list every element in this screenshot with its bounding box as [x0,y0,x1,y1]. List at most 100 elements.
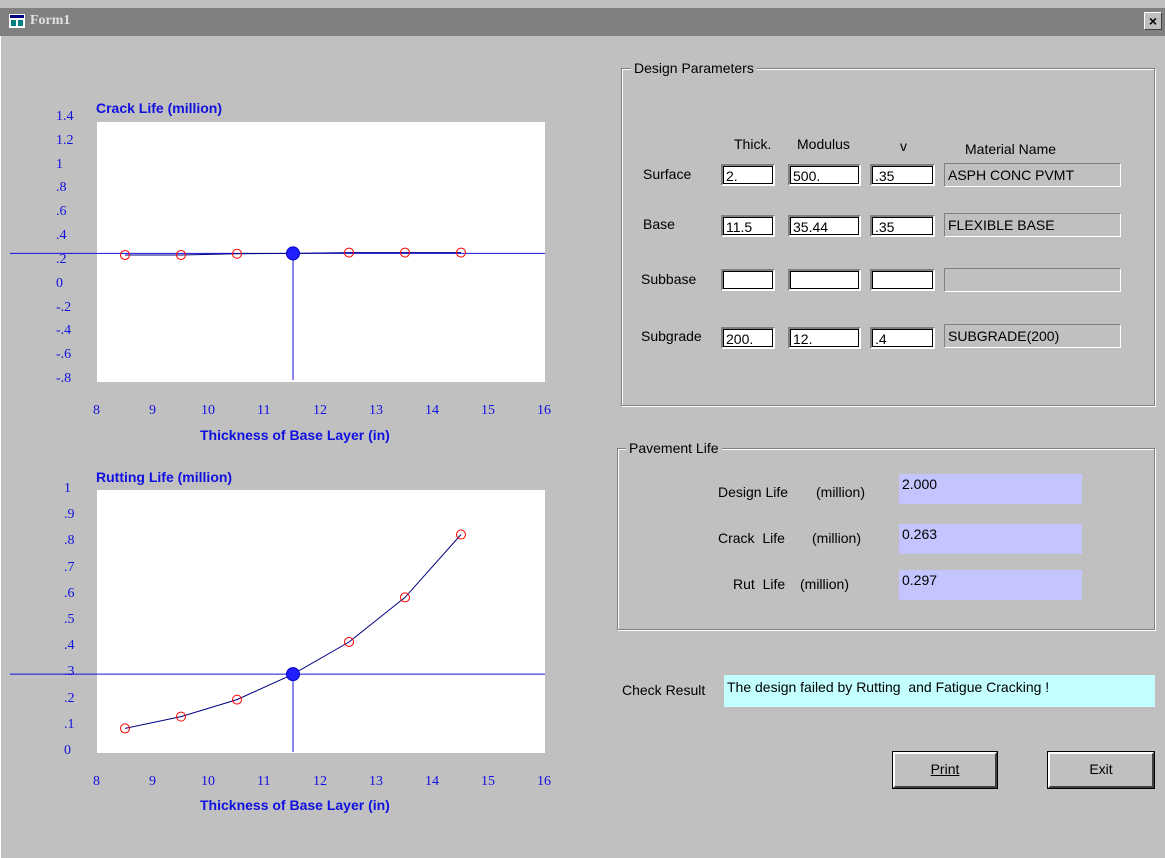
rut-chart-data-point [344,636,354,647]
rut-chart-x-tick: 16 [537,774,551,789]
design-parameters-group [621,68,1155,406]
crack-chart-data-point [400,247,410,258]
rut-chart-x-tick: 11 [257,774,271,789]
crack-chart-x-tick: 16 [537,403,551,418]
rut-chart-y-tick: .1 [64,716,75,732]
header-material-name: Material Name [965,141,1057,157]
rut-chart-data-point [456,529,466,540]
rut-chart-x-label: Thickness of Base Layer (in) [200,797,390,813]
surface-v-input[interactable]: .35 [870,164,935,186]
crack-chart-x-label: Thickness of Base Layer (in) [200,427,390,443]
crack-chart-data-point [232,248,242,259]
row-label-base: Base [643,216,675,232]
design-parameters-legend: Design Parameters [631,60,757,76]
crack-chart-data-point [456,247,466,258]
subgrade-material-name: SUBGRADE(200) [944,324,1121,348]
rut-life-label: Rut Life [733,576,786,592]
subbase-thick-input[interactable] [721,269,775,291]
exit-button-label: Exit [1089,761,1113,777]
subgrade-modulus-input[interactable]: 12. [788,327,861,349]
pavement-life-group [617,448,1155,630]
row-label-subbase: Subbase [641,271,697,287]
base-modulus-input[interactable]: 35.44 [788,215,861,237]
crack-chart-design-point [286,246,300,261]
pavement-life-legend: Pavement Life [626,440,722,456]
crack-chart-x-tick: 11 [257,403,271,418]
crack-chart-x-tick: 13 [369,403,383,418]
subgrade-v-input[interactable]: .4 [870,327,935,349]
rut-chart-y-tick: .7 [64,559,75,575]
surface-material-name: ASPH CONC PVMT [944,163,1121,187]
window-frame [0,36,7,858]
crack-chart-y-tick: 1 [56,156,63,172]
rut-chart-y-tick: .5 [64,612,75,627]
close-icon: × [1148,13,1158,29]
header-modulus: Modulus [797,136,850,152]
rut-chart-data-point [400,592,410,603]
crack-chart-x-tick: 12 [313,403,327,418]
rut-life-unit: (million) [800,576,849,592]
rut-chart-data-point [232,694,242,705]
rut-chart-x-tick: 12 [313,774,327,789]
row-label-surface: Surface [643,166,692,182]
rut-chart-x-tick: 14 [425,774,439,789]
rut-chart-y-tick: .4 [64,638,75,654]
check-result-label: Check Result [622,682,706,698]
close-button[interactable]: × [1144,12,1162,30]
rut-life-value: 0.297 [899,570,1082,600]
rut-chart-y-tick: 1 [64,481,71,496]
crack-life-unit: (million) [812,530,861,546]
crack-chart-data-point [344,247,354,258]
crack-chart-x-tick: 9 [149,403,156,418]
crack-chart-x-tick: 14 [425,403,439,418]
row-label-subgrade: Subgrade [641,328,702,344]
crack-chart-y-tick: -.8 [56,371,72,386]
rut-chart-design-point [286,667,300,682]
surface-modulus-input[interactable]: 500. [788,164,861,186]
rut-chart-y-tick: .9 [64,507,75,523]
rut-chart-x-tick: 9 [149,774,156,789]
rut-chart-x-tick: 15 [481,774,495,789]
crack-chart-y-tick: .2 [56,251,67,267]
print-button[interactable]: Print [892,751,998,789]
base-material-name: FLEXIBLE BASE [944,213,1121,237]
rut-chart-data-point [120,723,130,734]
subbase-v-input[interactable] [870,269,935,291]
rut-chart-panel [97,490,545,753]
rut-chart-x-tick: 8 [93,774,100,789]
design-life-value: 2.000 [899,474,1082,504]
crack-chart-y-tick: .4 [56,228,67,244]
print-button-label: Print [930,761,960,777]
base-thick-input[interactable]: 11.5 [721,215,775,237]
base-v-input[interactable]: .35 [870,215,935,237]
rut-chart-y-tick: .3 [64,664,75,680]
crack-chart-y-tick: 1.2 [56,132,74,148]
subgrade-thick-input[interactable]: 200. [721,327,775,349]
rut-chart-y-tick: .8 [64,533,75,549]
design-life-unit: (million) [816,484,865,500]
crack-chart-data-point [176,249,186,260]
rut-chart-data-point [176,711,186,722]
form-icon [9,14,25,28]
crack-chart-y-tick: -.4 [56,323,72,339]
title-bar: Form1 × [0,8,1165,36]
rut-chart-y-tick: 0 [64,743,71,758]
crack-chart-x-tick: 15 [481,403,495,418]
crack-chart-y-tick: 0 [56,275,63,291]
design-life-label: Design Life [718,484,789,500]
crack-chart-data-point [120,249,130,260]
subbase-material-name [944,268,1121,292]
crack-chart-x-tick: 10 [201,403,215,418]
exit-button[interactable]: Exit [1047,751,1155,789]
rut-chart-title: Rutting Life (million) [96,469,233,485]
crack-chart-y-tick: 1.4 [56,109,74,124]
window-title: Form1 [30,13,71,28]
crack-chart-y-tick: .6 [56,204,67,220]
surface-thick-input[interactable]: 2. [721,164,775,186]
subbase-modulus-input[interactable] [788,269,861,291]
rut-chart-y-tick: .2 [64,690,75,706]
crack-chart-y-tick: .8 [56,180,67,196]
rut-chart-y-tick: .6 [64,585,75,601]
